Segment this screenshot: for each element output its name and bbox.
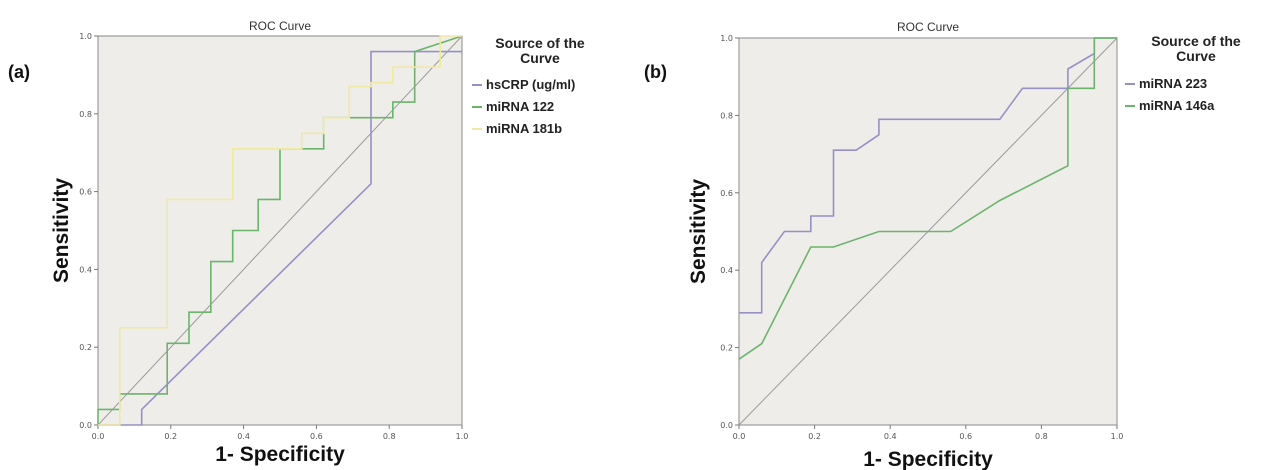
x-tick-label: 1.0 (456, 432, 469, 441)
legend-item-label: miRNA 122 (486, 99, 554, 114)
panel-b: (b) ROC Curve 0.0 0.2 0.4 0.6 0.8 1.0 0.0 0.2 0.4 0… (644, 20, 1241, 470)
x-tick-label: 0.6 (959, 432, 972, 441)
panel-label: (a) (8, 62, 30, 82)
x-axis-label: 1- Specificity (863, 448, 993, 470)
y-tick-label: 1.0 (79, 32, 92, 41)
y-tick-label: 0.8 (720, 111, 733, 120)
panel-label: (b) (644, 62, 667, 82)
legend-item-label: miRNA 146a (1139, 98, 1215, 113)
y-tick-label: 0.4 (79, 265, 92, 274)
y-tick-label: 0.8 (79, 110, 92, 119)
x-tick-label: 0.4 (884, 432, 897, 441)
x-tick-label: 0.6 (310, 432, 323, 441)
panel-a: (a) ROC Curve 0.0 0.2 0.4 0.6 0.8 1.0 0.0 0.2 0.4 0… (8, 19, 585, 466)
x-tick-label: 0.0 (92, 432, 105, 441)
y-tick-label: 0.6 (720, 189, 733, 198)
x-tick-label: 1.0 (1111, 432, 1124, 441)
chart-title: ROC Curve (897, 20, 959, 34)
chart-title: ROC Curve (249, 19, 311, 33)
y-tick-label: 0.0 (79, 421, 92, 430)
x-tick-label: 0.0 (733, 432, 746, 441)
y-tick-label: 0.2 (79, 343, 92, 352)
y-tick-label: 0.2 (720, 344, 733, 353)
y-tick-label: 1.0 (720, 34, 733, 43)
y-tick-label: 0.0 (720, 421, 733, 430)
series-line-mirna-146a (738, 37, 1117, 360)
x-axis-label: 1- Specificity (215, 443, 345, 466)
y-tick-label: 0.6 (79, 188, 92, 197)
series-line-hscrp-ug-ml (98, 50, 462, 426)
series-line-mirna-223 (739, 37, 1117, 314)
legend-item-label: miRNA 181b (486, 121, 562, 136)
y-axis-label: Sensitivity (687, 179, 710, 284)
legend-item-label: hsCRP (ug/ml) (486, 77, 575, 92)
y-axis-label: Sensitivity (50, 178, 73, 283)
y-tick-label: 0.4 (720, 266, 733, 275)
x-tick-label: 0.8 (383, 432, 396, 441)
x-tick-label: 0.4 (237, 432, 250, 441)
reference-diagonal (97, 35, 463, 426)
legend-item-label: miRNA 223 (1139, 76, 1207, 91)
legend-title: Source of the Curve (495, 35, 585, 66)
series-line-mirna-181b (98, 35, 462, 426)
x-tick-label: 0.2 (164, 432, 177, 441)
x-tick-label: 0.2 (808, 432, 821, 441)
legend-title: Source of the Curve (1151, 33, 1241, 64)
series-line-mirna-122 (97, 35, 463, 425)
x-tick-label: 0.8 (1035, 432, 1048, 441)
